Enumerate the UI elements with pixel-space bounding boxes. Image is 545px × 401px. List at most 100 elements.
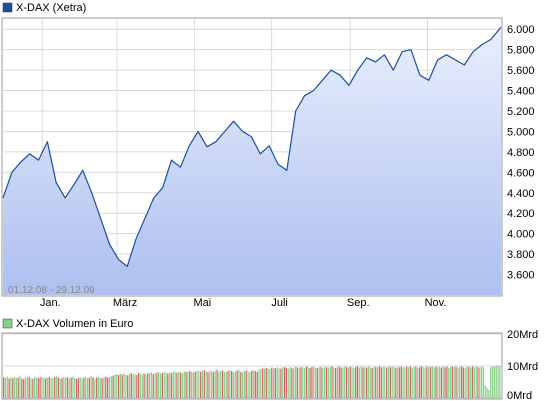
volume-bar <box>276 367 278 398</box>
volume-bar <box>367 366 370 398</box>
volume-bar <box>192 372 194 398</box>
volume-bar <box>176 372 178 398</box>
volume-bar <box>172 371 174 398</box>
volume-bar <box>238 369 240 398</box>
volume-bar <box>167 373 169 398</box>
volume-bar <box>422 366 424 398</box>
volume-bar <box>469 367 472 398</box>
volume-bar <box>369 367 371 398</box>
volume-bar <box>236 370 238 398</box>
volume-bar <box>57 377 60 398</box>
volume-bar <box>147 373 149 398</box>
volume-bar <box>17 377 19 398</box>
price-area-series <box>2 26 502 295</box>
volume-bar <box>411 367 413 398</box>
volume-bar <box>407 367 410 398</box>
volume-bar <box>404 366 406 398</box>
volume-bar <box>311 366 313 398</box>
volume-bar <box>189 370 191 398</box>
volume-bar <box>35 377 38 398</box>
price-y-tick-label: 5.200 <box>507 106 535 118</box>
volume-bar <box>185 372 187 398</box>
volume-bar <box>225 372 227 398</box>
volume-bar <box>34 376 36 398</box>
volume-bar <box>459 366 461 398</box>
volume-bar <box>424 367 426 398</box>
price-area-fill <box>3 27 501 295</box>
volume-bar <box>169 372 171 398</box>
volume-bar <box>165 372 167 398</box>
volume-bar <box>90 376 92 398</box>
volume-bar <box>201 370 204 398</box>
volume-bar <box>484 385 486 398</box>
volume-bar <box>21 378 23 398</box>
volume-bar <box>393 366 395 398</box>
volume-bar <box>66 377 69 398</box>
volume-bar <box>477 366 479 398</box>
volume-bar <box>291 367 293 398</box>
volume-bar <box>283 366 286 398</box>
volume-bar <box>114 374 116 398</box>
volume-bar <box>218 371 220 398</box>
volume-bar <box>161 373 163 398</box>
volume-y-tick-label: 0Mrd <box>507 390 532 401</box>
volume-bar <box>438 366 441 398</box>
volume-bar <box>241 372 244 398</box>
volume-bar <box>119 373 122 398</box>
volume-bar <box>103 377 105 398</box>
volume-bar <box>130 373 132 398</box>
volume-bar <box>243 371 246 398</box>
volume-bar <box>125 374 127 398</box>
volume-bar <box>247 371 249 398</box>
volume-bar <box>234 371 236 398</box>
volume-bar <box>190 371 193 398</box>
volume-bar <box>344 366 346 398</box>
price-legend-label: X-DAX (Xetra) <box>16 2 86 14</box>
volume-bar <box>480 366 483 398</box>
volume-bar <box>44 378 47 398</box>
volume-bar <box>314 367 317 398</box>
volume-bar <box>59 378 61 398</box>
volume-bar <box>54 377 56 398</box>
volume-bar <box>50 378 52 398</box>
volume-bar <box>269 368 271 398</box>
volume-bar <box>457 367 459 398</box>
volume-bar <box>294 366 297 398</box>
volume-bar <box>72 376 74 398</box>
volume-bar <box>298 367 300 398</box>
volume-bar <box>282 367 284 398</box>
price-y-tick-label: 4.200 <box>507 208 535 220</box>
volume-bar <box>137 372 140 398</box>
price-x-tick-label: März <box>113 297 137 309</box>
volume-bar <box>409 366 412 398</box>
volume-bar <box>335 367 337 398</box>
volume-bar <box>74 378 76 398</box>
volume-bar <box>30 378 32 398</box>
volume-bar <box>132 374 134 398</box>
volume-bar <box>205 371 207 398</box>
volume-bar <box>112 375 114 398</box>
volume-bar <box>19 376 21 398</box>
volume-bar <box>70 377 72 398</box>
volume-bar <box>196 370 198 398</box>
volume-bar <box>455 366 457 398</box>
volume-bar <box>418 367 421 398</box>
volume-bar <box>358 367 360 398</box>
volume-bar <box>227 370 229 398</box>
volume-bar <box>285 367 288 398</box>
volume-bar <box>305 366 308 398</box>
volume-bar <box>349 366 351 398</box>
volume-bar <box>207 372 209 398</box>
price-y-tick-label: 3.800 <box>507 249 535 261</box>
volume-bar <box>128 374 131 398</box>
volume-bar <box>92 377 94 398</box>
volume-bar <box>245 370 247 398</box>
price-y-tick-label: 5.800 <box>507 45 535 57</box>
volume-bar <box>75 378 78 398</box>
volume-bar <box>287 368 289 398</box>
volume-bar <box>495 366 497 398</box>
volume-bar <box>373 366 375 398</box>
volume-bar <box>65 377 67 398</box>
volume-bar <box>355 366 357 398</box>
